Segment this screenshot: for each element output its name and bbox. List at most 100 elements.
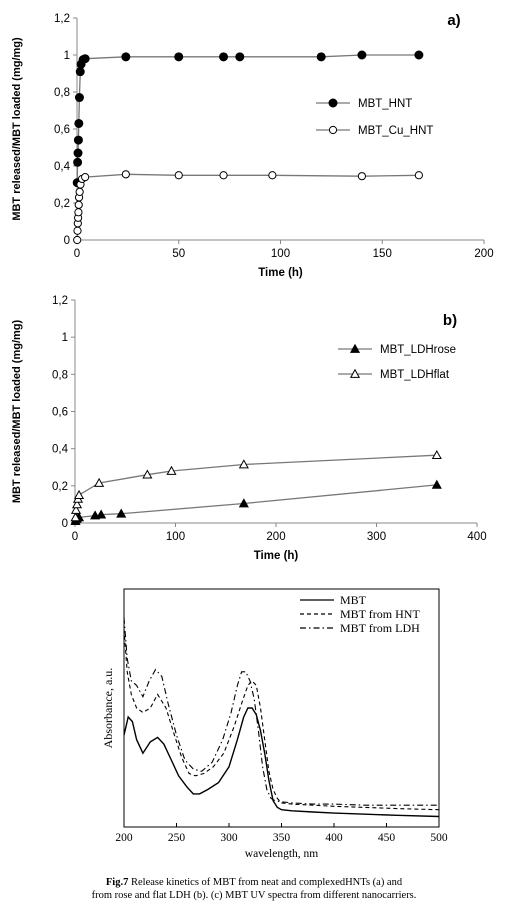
caption-text-2: from rose and flat LDH (b). (c) MBT UV s… <box>91 890 417 901</box>
data-point-0-3 <box>73 135 83 145</box>
caption-line-1: Fig.7 Release kinetics of MBT from neat … <box>0 876 508 889</box>
y-axis-label: MBT released/MBT loaded (mg/mg) <box>11 37 23 221</box>
data-point-1-1 <box>70 504 82 514</box>
y-tick-label: 1,2 <box>54 13 70 25</box>
y-tick-label: 0,6 <box>52 407 68 419</box>
series-line-1 <box>74 454 437 518</box>
data-point-0-7 <box>238 498 249 508</box>
data-point-0-11 <box>174 52 184 62</box>
x-tick-label: 100 <box>166 531 185 543</box>
data-point-1-15 <box>357 172 366 181</box>
data-point-0-1 <box>73 157 83 167</box>
x-tick-label: 150 <box>373 248 392 260</box>
x-tick-label: 0 <box>72 531 78 543</box>
chart-c: 200 250 300 350 400 450 500 wavelength, nm Absor… <box>101 588 448 860</box>
data-point-1-14 <box>268 171 277 180</box>
data-point-1-12 <box>174 171 183 180</box>
legend-label-0: MBT <box>340 593 367 607</box>
x-tick-label: 450 <box>378 832 396 844</box>
x-tick-label: 0 <box>74 248 80 260</box>
data-point-0-2 <box>73 148 83 158</box>
data-point-0-5 <box>96 509 107 519</box>
data-point-0-16 <box>414 50 424 60</box>
panel-label: b) <box>443 312 457 329</box>
legend-label-2: MBT from LDH <box>340 621 420 635</box>
data-point-0-6 <box>75 67 85 77</box>
caption-text-1: Release kinetics of MBT from neat and co… <box>128 877 403 888</box>
series-line-0 <box>74 484 437 522</box>
y-tick-label: 0 <box>64 235 70 247</box>
x-tick-label: 250 <box>168 832 186 844</box>
y-tick-label: 0,4 <box>52 444 69 456</box>
data-point-1-4 <box>73 489 85 499</box>
caption-label: Fig.7 <box>105 877 129 888</box>
data-point-0-9 <box>80 54 90 64</box>
x-tick-label: 200 <box>266 531 285 543</box>
x-tick-label: 400 <box>467 531 486 543</box>
data-point-1-11 <box>121 170 130 179</box>
y-axis-label: MBT released/MBT loaded (mg/mg) <box>11 319 23 503</box>
x-axis-label: Time (h) <box>254 550 299 562</box>
data-point-0-13 <box>235 52 245 62</box>
x-tick-label: 500 <box>430 832 448 844</box>
data-point-0-8 <box>431 479 442 489</box>
y-tick-label: 0,2 <box>54 198 70 210</box>
chart-a: 0 0,2 0,4 0,6 0,8 1 1,2 0 50 100 150 200 Time (h) MBT… <box>11 12 494 279</box>
data-point-1-5 <box>74 200 83 209</box>
data-point-0-5 <box>74 93 84 103</box>
spectrum-line-2 <box>123 617 439 806</box>
x-axis-label: Time (h) <box>258 267 303 279</box>
data-point-0-4 <box>74 118 84 128</box>
y-tick-label: 0,6 <box>54 124 70 136</box>
data-point-1-1 <box>73 226 82 235</box>
data-point-1-0 <box>70 512 81 522</box>
series-line-1 <box>76 173 419 241</box>
data-point-1-0 <box>73 235 82 245</box>
data-point-1-4 <box>74 208 83 217</box>
data-point-1-7 <box>166 465 177 475</box>
data-point-0-10 <box>121 52 131 62</box>
y-tick-label: 0,2 <box>52 481 68 493</box>
spectrum-line-0 <box>123 707 440 818</box>
chart-b: 0 0,2 0,4 0,6 0,8 1 1,2 0 100 200 300 400 Time (h) MB… <box>11 295 487 562</box>
data-point-0-12 <box>219 52 229 62</box>
data-point-1-8 <box>238 459 249 469</box>
x-tick-label: 100 <box>271 248 290 260</box>
x-tick-label: 200 <box>474 248 493 260</box>
data-point-0-15 <box>357 50 367 60</box>
y-axis-label: Absorbance, a.u. <box>101 668 115 749</box>
y-tick-label: 0 <box>62 518 68 530</box>
series-line-0 <box>76 54 419 183</box>
y-tick-label: 0,8 <box>52 369 68 381</box>
data-point-1-2 <box>71 499 83 509</box>
data-point-1-10 <box>81 173 90 182</box>
data-point-1-5 <box>94 477 105 487</box>
y-tick-label: 0,8 <box>54 87 70 99</box>
y-tick-label: 1 <box>62 332 68 344</box>
x-tick-label: 300 <box>367 531 386 543</box>
panel-label: a) <box>447 12 460 29</box>
legend-marker-0 <box>349 343 361 353</box>
data-point-1-13 <box>219 171 228 180</box>
x-tick-label: 350 <box>273 832 291 844</box>
legend-label-0: MBT_HNT <box>358 98 412 110</box>
y-tick-label: 1,2 <box>52 295 68 307</box>
legend-marker-0 <box>328 98 338 108</box>
data-point-1-7 <box>75 187 84 196</box>
data-point-0-14 <box>316 52 326 62</box>
figure-caption: Fig.7 Release kinetics of MBT from neat … <box>0 876 508 902</box>
data-point-1-16 <box>414 171 423 180</box>
legend-label-1: MBT_LDHflat <box>380 369 450 381</box>
legend-marker-1 <box>328 125 338 135</box>
x-tick-label: 200 <box>115 832 133 844</box>
legend-label-1: MBT from HNT <box>340 607 420 621</box>
y-tick-label: 1 <box>64 50 70 62</box>
legend-label-1: MBT_Cu_HNT <box>358 125 433 137</box>
y-tick-label: 0,4 <box>54 161 71 173</box>
x-axis-label: wavelength, nm <box>245 848 319 860</box>
x-tick-label: 50 <box>172 248 185 260</box>
data-point-1-9 <box>431 449 442 460</box>
data-point-0-6 <box>116 508 127 518</box>
spectrum-line-1 <box>123 628 440 811</box>
legend-label-0: MBT_LDHrose <box>380 344 456 356</box>
